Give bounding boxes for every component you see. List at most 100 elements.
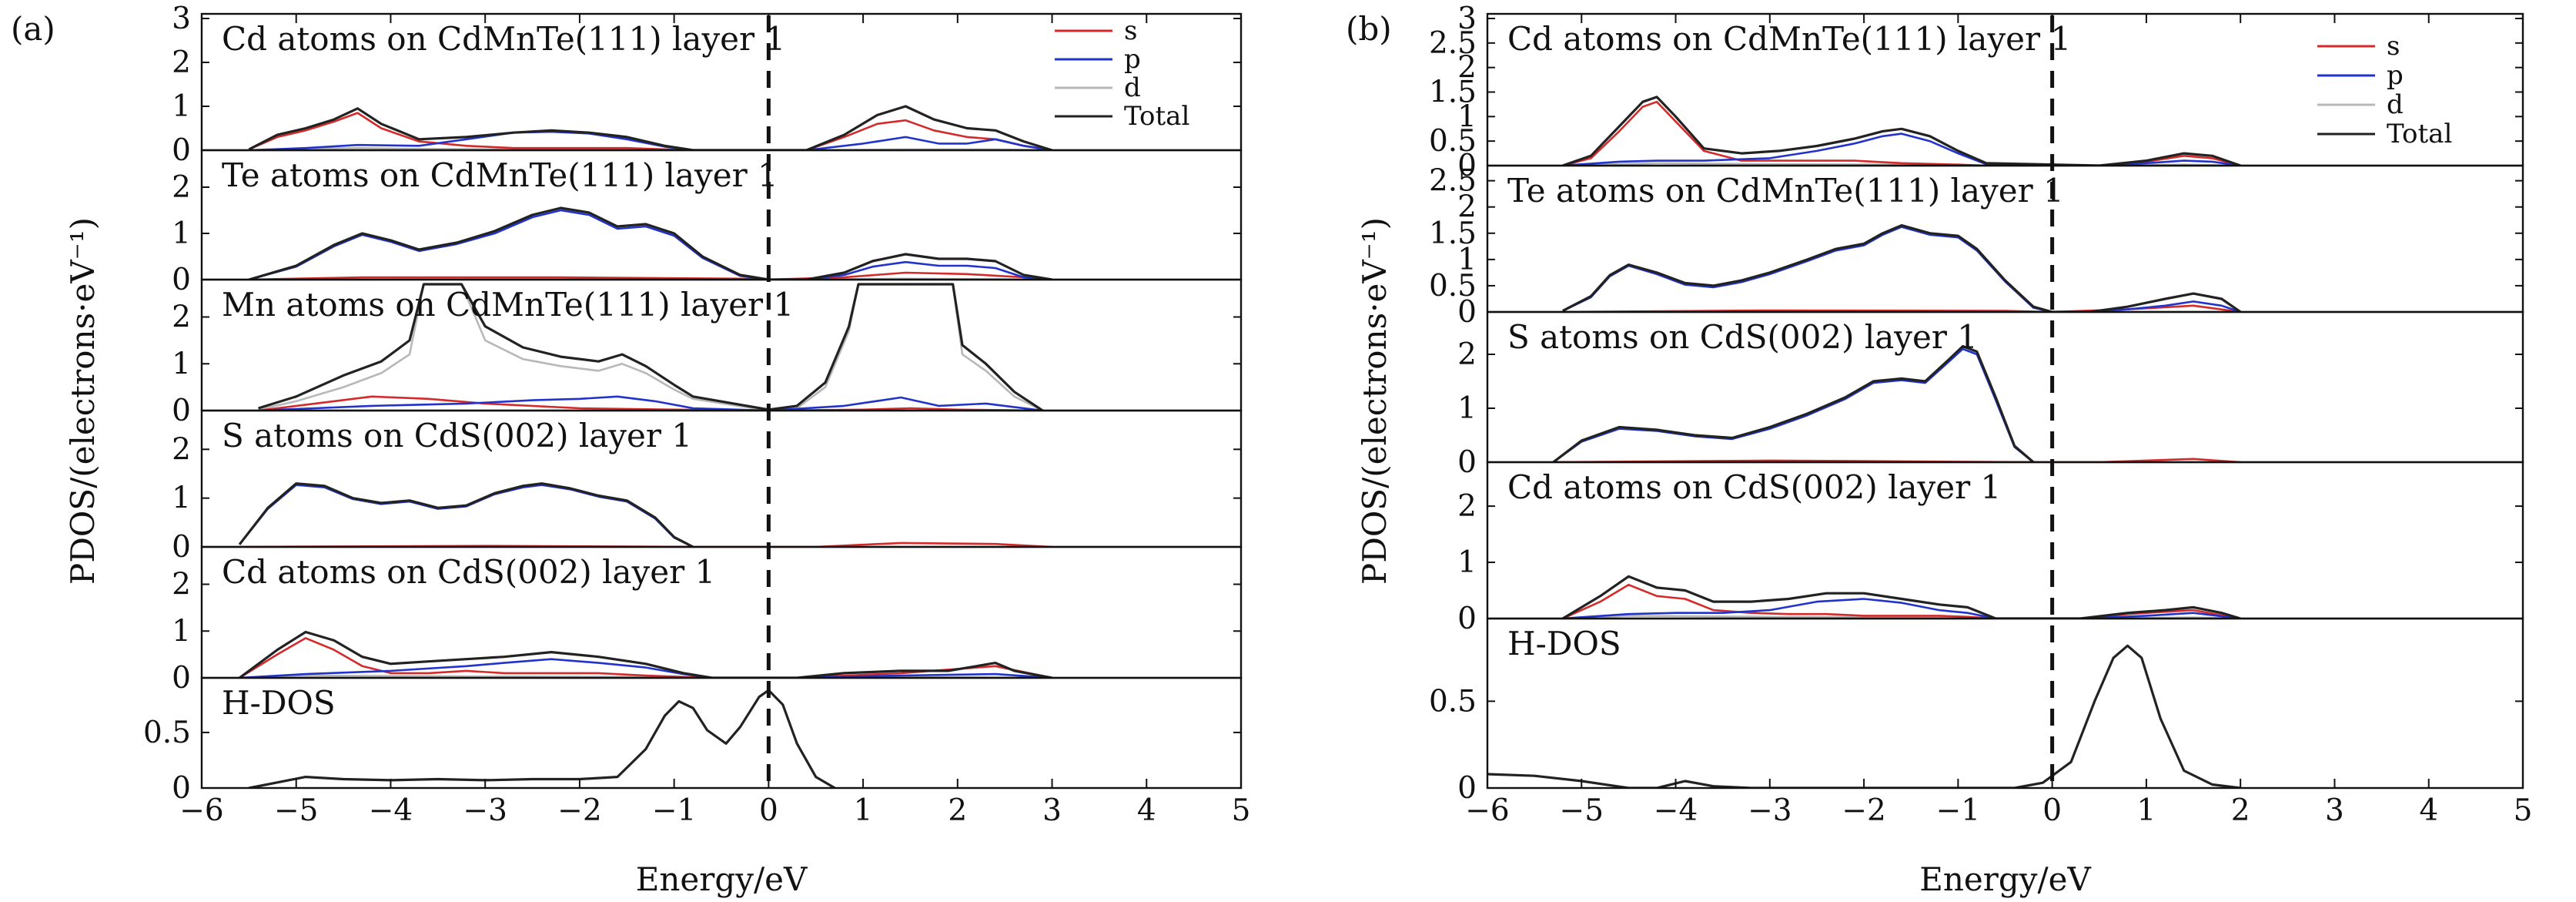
subpanel-title: Cd atoms on CdS(002) layer 1 [1507, 468, 2001, 506]
x-tick-label: −2 [557, 793, 602, 828]
y-axis-title: PDOS/(electrons·eV⁻¹) [64, 217, 102, 585]
x-tick-label: 3 [1042, 793, 1062, 828]
y-tick-label: 0 [172, 661, 191, 696]
y-tick-label: 1 [1457, 391, 1477, 426]
y-tick-label: 1.5 [1429, 216, 1477, 251]
subpanel-curves [239, 630, 1052, 678]
subpanel-4: 0 1 2 S atoms on CdS(002) layer 1 [172, 409, 1243, 565]
subpanel-title: Mn atoms on CdMnTe(111) layer 1 [222, 286, 794, 324]
series-total-line [238, 482, 694, 547]
y-tick-label: 2 [172, 432, 191, 467]
y-tick-label: 2.5 [1429, 26, 1477, 61]
x-tick-label: −6 [179, 793, 224, 828]
y-tick-label: 2 [172, 568, 191, 602]
series-total-line [258, 283, 1044, 411]
y-tick-label: 1 [1457, 99, 1477, 134]
subpanel-title: H-DOS [1507, 625, 1621, 662]
subpanel-curves [258, 283, 1044, 411]
series-s-line [258, 395, 1043, 411]
x-tick-label: −5 [1560, 793, 1604, 828]
legend-label-total: Total [1124, 101, 1189, 132]
subpanel-curves [1487, 644, 2241, 788]
subpanel-curves [238, 482, 1052, 547]
subpanel-title: Te atoms on CdMnTe(111) layer 1 [222, 156, 778, 194]
subpanel-title: H-DOS [222, 684, 336, 722]
subpanel-title: Cd atoms on CdS(002) layer 1 [222, 553, 715, 591]
y-tick-label: 2 [172, 300, 191, 335]
x-axis-title: Energy/eV [636, 860, 808, 898]
subpanel-3: 0 1 2 Mn atoms on CdMnTe(111) layer 1 [172, 278, 1243, 428]
subpanel-title: S atoms on CdS(002) layer 1 [222, 417, 692, 454]
y-tick-label: 1.5 [1429, 75, 1477, 110]
subpanel-curves [249, 689, 836, 788]
y-tick-label: 0.5 [1429, 684, 1477, 719]
subpanel-title: S atoms on CdS(002) layer 1 [1507, 318, 1978, 356]
x-tick-label: −1 [652, 793, 697, 828]
panel-label: (b) [1346, 10, 1392, 48]
x-tick-label: 1 [2136, 793, 2156, 828]
subpanel-2: 0 1 2 Te atoms on CdMnTe(111) layer 1 [172, 149, 1243, 297]
y-tick-label: 2 [172, 170, 191, 205]
subpanel-curves [1552, 344, 2241, 462]
series-s-line [239, 542, 1052, 547]
series-s-line [1562, 304, 2241, 312]
y-tick-label: 0 [1457, 602, 1477, 636]
y-axis-title: PDOS/(electrons·eV⁻¹) [1356, 217, 1393, 585]
subpanel-5: 0 1 2 Cd atoms on CdS(002) layer 1 [172, 545, 1243, 696]
subpanel-curves [1562, 224, 2242, 312]
x-tick-label: 0 [759, 793, 778, 828]
y-tick-label: 0 [1457, 771, 1477, 806]
y-tick-label: 0 [1457, 149, 1477, 183]
y-tick-label: 1 [172, 481, 191, 516]
subpanel-6: 0 0.5 H-DOS [143, 676, 1243, 806]
subpanel-title: Te atoms on CdMnTe(111) layer 1 [1507, 172, 2064, 210]
chart-panel-a: 0 1 2 3 Cd atoms on CdMnTe(111) layer 1 0 1 2 Te… [11, 2, 1250, 898]
series-total-line [1562, 96, 2241, 166]
legend-label-p: p [1124, 44, 1141, 75]
series-p-line [1552, 347, 2035, 462]
y-tick-label: 2 [1457, 190, 1477, 225]
series-s-line [248, 112, 1052, 150]
y-tick-label: 0.5 [143, 716, 191, 750]
series-total-line [239, 630, 1052, 678]
y-tick-label: 2.5 [1429, 164, 1477, 199]
series-total-line [1562, 224, 2242, 312]
x-tick-label: −5 [274, 793, 319, 828]
x-tick-label: 5 [2514, 793, 2533, 828]
y-tick-label: 2 [172, 45, 191, 80]
series-p-line [239, 484, 694, 547]
subpanel-3: 0 1 2 S atoms on CdS(002) layer 1 [1457, 310, 2524, 480]
x-tick-label: 4 [2419, 793, 2438, 828]
y-tick-label: 0 [172, 133, 191, 168]
x-tick-label: 2 [2231, 793, 2250, 828]
y-tick-label: 2 [1457, 51, 1477, 86]
series-total-line [1487, 644, 2241, 788]
series-total-line [249, 689, 836, 788]
x-tick-label: 1 [854, 793, 873, 828]
subpanel-1: 00.511.522.53 Cd atoms on CdMnTe(111) lay… [1429, 2, 2524, 183]
subpanel-5: 0 0.5 H-DOS [1429, 617, 2524, 806]
subpanel-title: Cd atoms on CdMnTe(111) layer 1 [222, 20, 785, 58]
y-tick-label: 0 [172, 771, 191, 806]
subpanel-curves [1562, 96, 2241, 166]
legend-label-d: d [1124, 72, 1141, 103]
legend-label-s: s [2387, 31, 2400, 62]
x-tick-label: −1 [1936, 793, 1981, 828]
subpanel-title: Cd atoms on CdMnTe(111) layer 1 [1507, 20, 2071, 58]
y-tick-label: 1 [172, 89, 191, 124]
series-total-line [1561, 575, 2241, 619]
subpanel-4: 0 1 2 Cd atoms on CdS(002) layer 1 [1457, 461, 2524, 636]
legend-label-total: Total [2387, 119, 2452, 149]
x-tick-label: −4 [1654, 793, 1698, 828]
x-tick-label: −2 [1842, 793, 1886, 828]
x-tick-label: −3 [1748, 793, 1792, 828]
subpanel-curves [1561, 575, 2241, 619]
subpanel-frame [1486, 617, 2524, 790]
y-tick-label: 0.5 [1429, 124, 1477, 159]
y-tick-label: 1 [1457, 243, 1477, 277]
y-tick-label: 1 [1457, 545, 1477, 580]
series-p-line [258, 395, 1043, 411]
y-tick-label: 1 [172, 614, 191, 649]
